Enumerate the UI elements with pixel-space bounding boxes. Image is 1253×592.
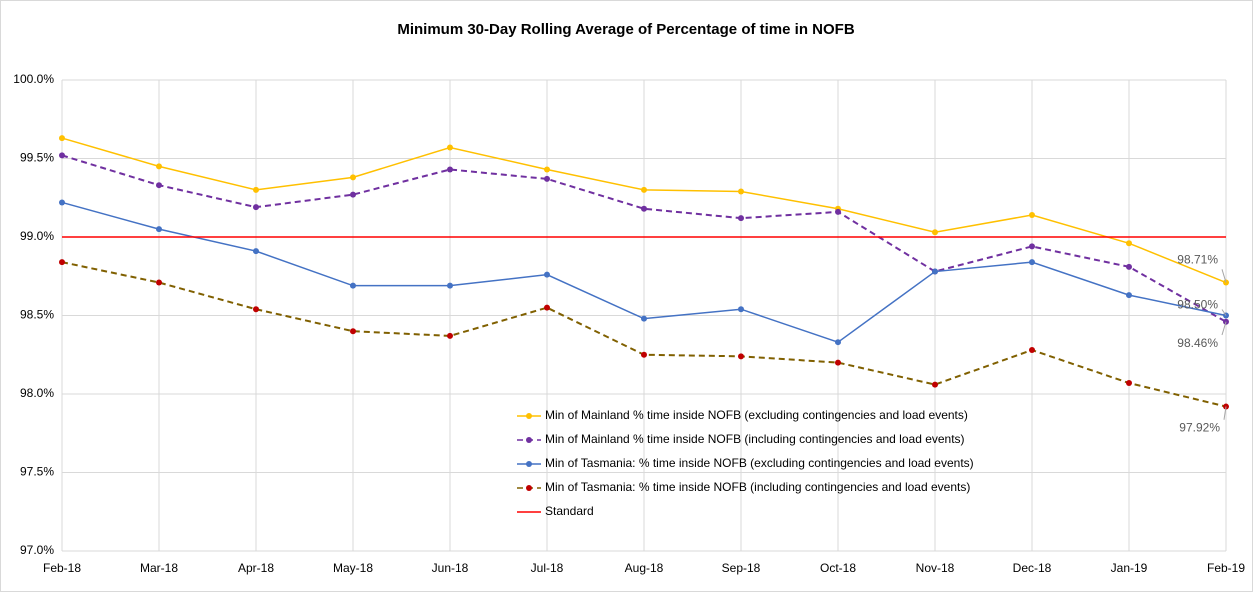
point (932, 268, 938, 275)
point (932, 229, 938, 236)
y-tick-label: 98.0% (20, 386, 54, 400)
point (350, 174, 356, 181)
point (1126, 240, 1132, 247)
x-tick-label: Dec-18 (1013, 561, 1052, 575)
point (447, 166, 453, 173)
label-leader (1221, 269, 1227, 283)
point (1126, 292, 1132, 299)
point (641, 186, 647, 193)
legend-marker (526, 461, 532, 467)
x-tick-label: Mar-18 (140, 561, 178, 575)
x-tick-label: May-18 (333, 561, 373, 575)
point (544, 166, 550, 173)
legend-label: Min of Tasmania: % time inside NOFB (exc… (545, 456, 974, 470)
point (544, 304, 550, 311)
point (835, 208, 841, 215)
point (447, 332, 453, 339)
point (641, 315, 647, 322)
point (1126, 380, 1132, 387)
point (350, 282, 356, 289)
y-tick-label: 97.0% (20, 543, 54, 557)
legend-label: Min of Tasmania: % time inside NOFB (inc… (545, 480, 970, 494)
y-tick-label: 98.5% (20, 308, 54, 322)
point (59, 152, 65, 159)
point (350, 191, 356, 198)
legend-marker (526, 485, 532, 491)
point (738, 215, 744, 222)
legend-label: Standard (545, 504, 594, 518)
x-tick-label: Nov-18 (916, 561, 955, 575)
y-tick-label: 100.0% (13, 72, 54, 86)
point (835, 339, 841, 346)
legend-marker (526, 413, 532, 419)
data-label: 98.71% (1177, 253, 1218, 267)
point (447, 282, 453, 289)
y-tick-label: 99.0% (20, 229, 54, 243)
data-label: 98.50% (1177, 298, 1218, 312)
point (1029, 212, 1035, 219)
point (1126, 263, 1132, 270)
point (544, 271, 550, 278)
point (156, 226, 162, 233)
x-tick-label: Oct-18 (820, 561, 856, 575)
y-tick-label: 99.5% (20, 151, 54, 165)
point (59, 259, 65, 266)
legend-marker (526, 437, 532, 443)
chart-title: Minimum 30-Day Rolling Average of Percen… (397, 21, 854, 38)
y-tick-label: 97.5% (20, 465, 54, 479)
x-tick-label: Apr-18 (238, 561, 274, 575)
legend-label: Min of Mainland % time inside NOFB (incl… (545, 432, 965, 446)
point (1029, 243, 1035, 250)
x-tick-label: Jul-18 (531, 561, 564, 575)
point (447, 144, 453, 151)
point (253, 204, 259, 211)
point (738, 353, 744, 360)
point (738, 306, 744, 313)
point (156, 163, 162, 170)
x-tick-label: Sep-18 (722, 561, 761, 575)
point (932, 381, 938, 388)
x-tick-label: Feb-19 (1207, 561, 1245, 575)
point (253, 306, 259, 313)
point (59, 135, 65, 142)
x-tick-label: Jun-18 (432, 561, 469, 575)
point (641, 351, 647, 358)
point (544, 175, 550, 182)
x-tick-label: Jan-19 (1111, 561, 1148, 575)
data-label: 97.92% (1179, 421, 1220, 435)
point (641, 205, 647, 212)
point (1029, 347, 1035, 354)
label-leader (1223, 406, 1227, 420)
point (59, 199, 65, 206)
legend-label: Min of Mainland % time inside NOFB (excl… (545, 408, 968, 422)
point (835, 359, 841, 366)
point (156, 182, 162, 189)
x-tick-label: Aug-18 (625, 561, 664, 575)
data-label: 98.46% (1177, 336, 1218, 350)
point (1029, 259, 1035, 266)
x-tick-label: Feb-18 (43, 561, 81, 575)
point (156, 279, 162, 286)
label-leader (1221, 309, 1227, 316)
label-leader (1221, 321, 1227, 336)
point (253, 248, 259, 255)
point (253, 186, 259, 193)
point (350, 328, 356, 335)
point (738, 188, 744, 195)
